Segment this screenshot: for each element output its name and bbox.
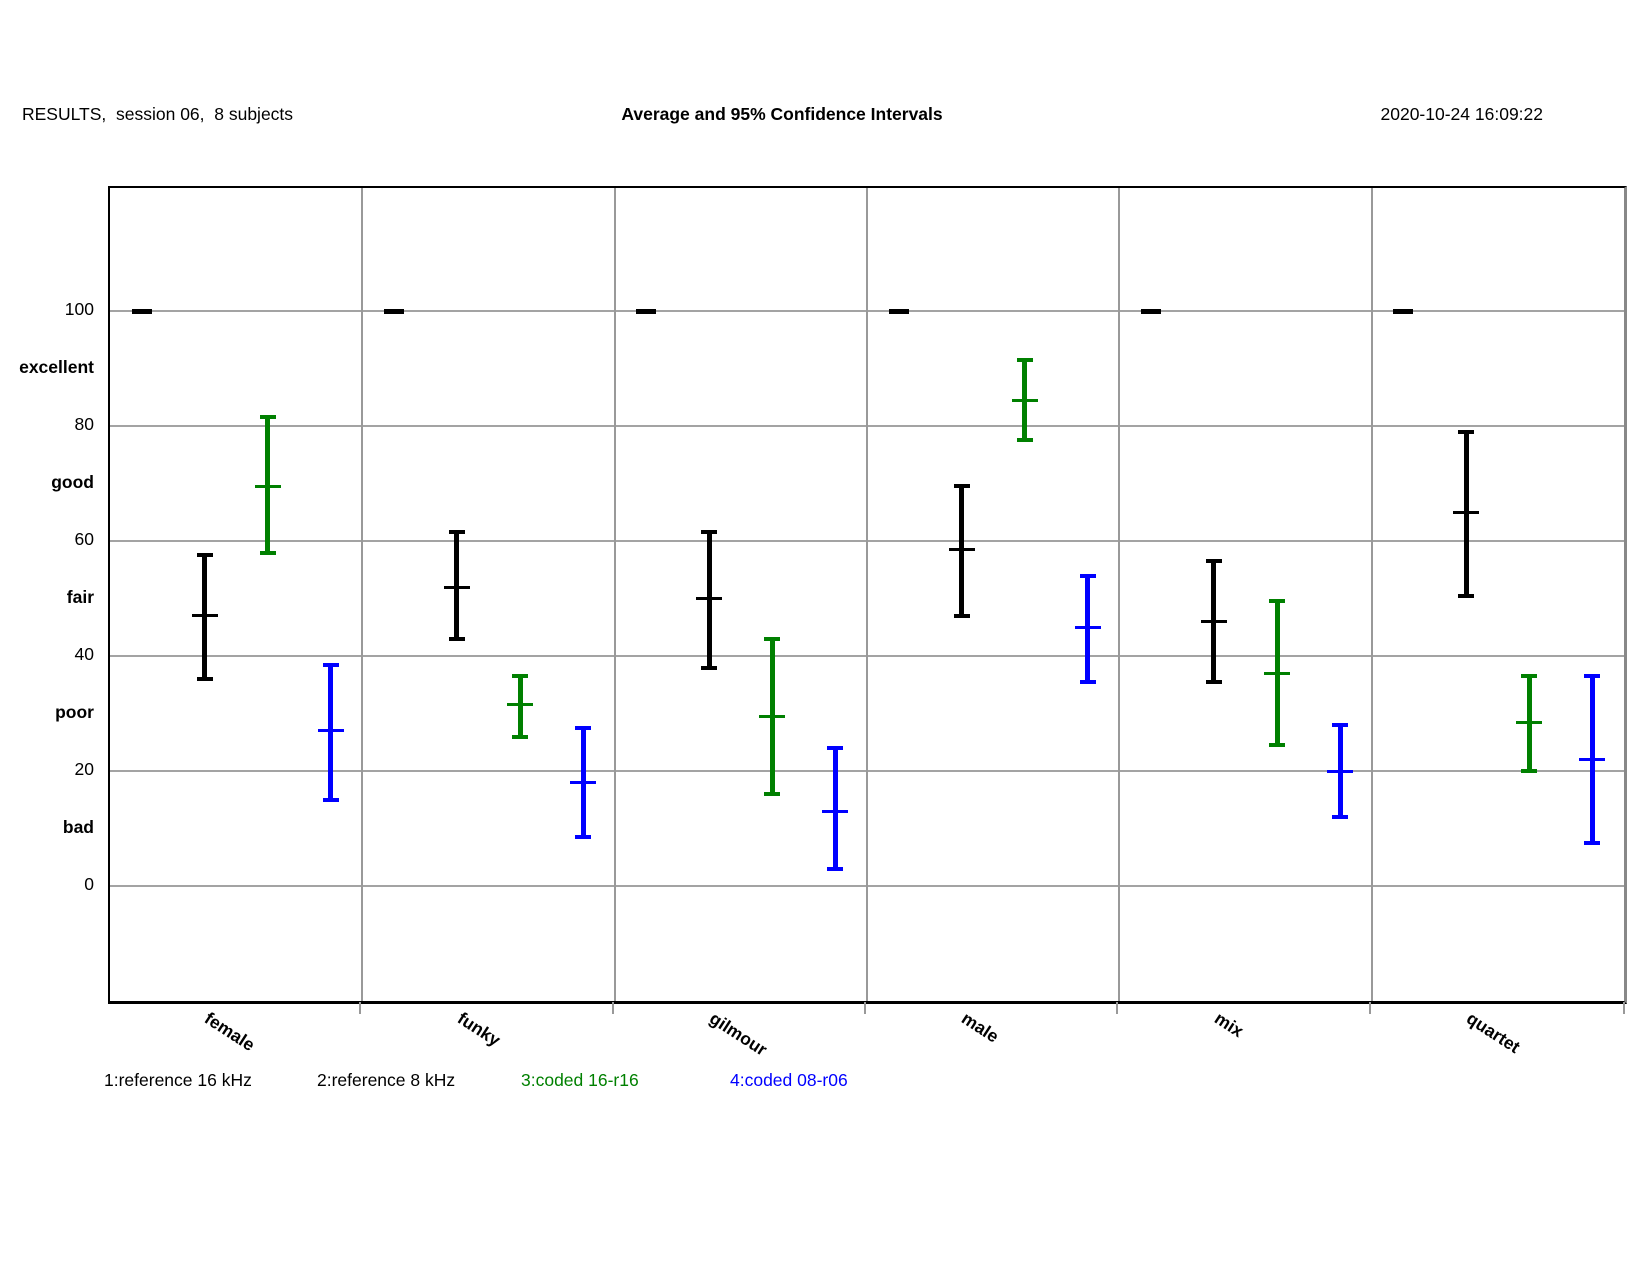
errorbar-male-s4-mean (1074, 625, 1101, 629)
y-scale-label-fair: fair (66, 586, 94, 607)
y-scale-label-bad: bad (62, 816, 94, 837)
panel-divider (1370, 188, 1373, 1001)
refbar-funky (383, 308, 404, 314)
errorbar-gilmour-s2-mean (696, 597, 723, 601)
legend-item-3: 3:coded 16-r16 (521, 1070, 639, 1090)
errorbar-gilmour-s4-mean (822, 809, 849, 813)
errorbar-funky-s4-captop (575, 725, 592, 730)
y-tick-label-100: 100 (64, 299, 94, 320)
errorbar-funky-s2-mean (443, 585, 470, 589)
errorbar-gilmour-s3-mean (759, 714, 786, 718)
x-category-label-mix: mix (1210, 1008, 1247, 1042)
errorbar-gilmour-s3-capbot (764, 792, 781, 796)
errorbar-gilmour-s4-line (832, 748, 838, 869)
errorbar-male-s2-capbot (953, 613, 970, 618)
x-category-label-male: male (958, 1008, 1003, 1047)
panel-divider (361, 188, 364, 1001)
errorbar-male-s3-mean (1011, 398, 1038, 402)
errorbar-mix-s4-captop (1332, 723, 1349, 728)
x-tick (1116, 1002, 1119, 1014)
errorbar-funky-s2-capbot (448, 636, 465, 641)
refbar-gilmour (636, 308, 657, 314)
panel-divider (866, 188, 868, 1001)
chart-title: Average and 95% Confidence Intervals (621, 104, 943, 124)
errorbar-funky-s4-capbot (575, 835, 592, 840)
errorbar-funky-s2-captop (448, 530, 465, 535)
panel-divider (613, 188, 616, 1001)
errorbar-quartet-s3-capbot (1521, 769, 1538, 773)
legend-item-4: 4:coded 08-r06 (730, 1070, 848, 1090)
errorbar-female-s4-mean (317, 729, 344, 733)
results-session-label: RESULTS, session 06, 8 subjects (22, 104, 294, 124)
errorbar-mix-s2-capbot (1205, 679, 1222, 684)
plot-area (108, 186, 1627, 1004)
errorbar-female-s3-captop (259, 415, 276, 420)
x-tick (864, 1002, 866, 1014)
errorbar-female-s2-capbot (196, 677, 213, 682)
errorbar-female-s2-captop (196, 553, 213, 558)
refbar-mix (1140, 308, 1161, 314)
y-tick-label-80: 80 (74, 414, 94, 435)
refbar-male (888, 308, 909, 314)
errorbar-female-s4-captop (322, 662, 339, 667)
errorbar-quartet-s3-captop (1521, 674, 1538, 679)
errorbar-funky-s3-mean (507, 703, 534, 707)
legend-item-1: 1:reference 16 kHz (104, 1070, 252, 1090)
y-tick-label-40: 40 (74, 644, 94, 665)
errorbar-mix-s4-mean (1327, 769, 1354, 773)
errorbar-gilmour-s3-captop (764, 636, 781, 641)
errorbar-quartet-s4-capbot (1584, 840, 1601, 845)
refbar-quartet (1393, 308, 1414, 314)
errorbar-quartet-s3-mean (1516, 720, 1543, 724)
errorbar-funky-s3-capbot (512, 734, 529, 739)
errorbar-male-s2-mean (948, 548, 975, 552)
x-tick (359, 1002, 362, 1014)
errorbar-mix-s2-mean (1200, 620, 1227, 624)
legend-item-2: 2:reference 8 kHz (317, 1070, 456, 1090)
errorbar-male-s4-captop (1079, 573, 1096, 578)
errorbar-male-s3-capbot (1016, 438, 1033, 443)
y-tick-label-60: 60 (74, 529, 94, 550)
x-tick (1368, 1002, 1371, 1014)
y-scale-label-poor: poor (55, 701, 94, 722)
errorbar-mix-s3-captop (1269, 599, 1286, 604)
errorbar-female-s3-capbot (259, 550, 276, 555)
x-category-label-funky: funky (453, 1008, 504, 1051)
errorbar-male-s3-captop (1016, 357, 1033, 362)
y-tick-label-20: 20 (74, 759, 94, 779)
errorbar-male-s2-captop (953, 484, 970, 489)
errorbar-female-s2-mean (191, 614, 218, 618)
x-tick (1623, 1002, 1625, 1014)
x-category-label-gilmour: gilmour (705, 1008, 771, 1060)
errorbar-gilmour-s4-capbot (827, 866, 844, 871)
x-category-label-quartet: quartet (1462, 1008, 1524, 1058)
errorbar-gilmour-s2-captop (701, 530, 718, 535)
x-category-label-female: female (201, 1008, 259, 1055)
errorbar-mix-s2-captop (1205, 559, 1222, 564)
x-tick (611, 1002, 614, 1014)
y-tick-label-0: 0 (84, 874, 94, 894)
errorbar-female-s3-mean (254, 484, 281, 488)
errorbar-mix-s4-capbot (1332, 815, 1349, 819)
refbar-female (131, 308, 152, 314)
errorbar-quartet-s4-mean (1579, 758, 1606, 761)
errorbar-quartet-s2-captop (1458, 429, 1475, 434)
timestamp-label: 2020-10-24 16:09:22 (1380, 104, 1544, 124)
errorbar-quartet-s2-capbot (1458, 593, 1475, 598)
errorbar-mix-s3-mean (1264, 671, 1291, 675)
errorbar-quartet-s4-captop (1584, 674, 1601, 679)
panel-divider (1118, 188, 1121, 1001)
errorbar-funky-s3-captop (512, 674, 529, 679)
errorbar-gilmour-s2-capbot (701, 665, 718, 670)
errorbar-male-s4-capbot (1079, 679, 1096, 684)
errorbar-quartet-s2-mean (1453, 510, 1480, 514)
errorbar-funky-s4-mean (570, 781, 597, 784)
errorbar-mix-s3-capbot (1269, 743, 1286, 748)
y-scale-label-excellent: excellent (19, 356, 94, 377)
errorbar-gilmour-s4-captop (827, 746, 844, 750)
errorbar-female-s4-capbot (322, 797, 339, 802)
y-scale-label-good: good (51, 471, 94, 492)
